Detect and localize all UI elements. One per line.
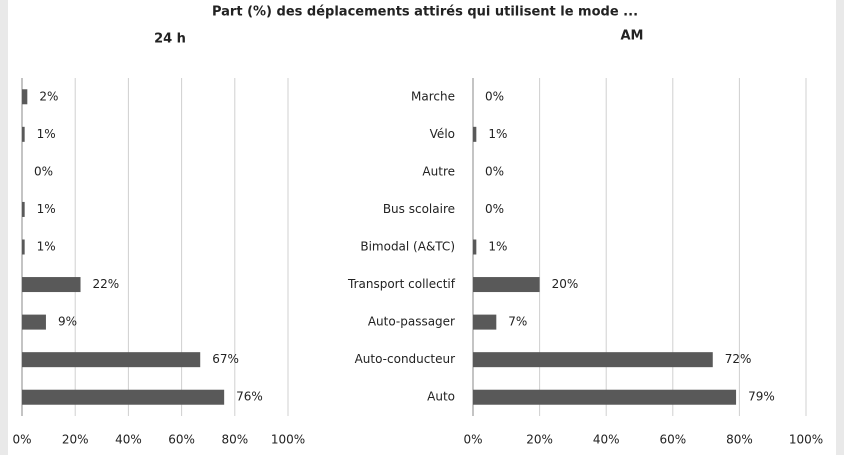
x-tick-label: 0% <box>463 433 482 447</box>
data-label: 2% <box>39 89 58 103</box>
bar <box>22 239 25 255</box>
chart-title: AM <box>621 29 644 44</box>
x-tick-label: 60% <box>168 433 195 447</box>
data-label: 67% <box>212 352 239 366</box>
data-label: 20% <box>552 277 579 291</box>
data-label: 72% <box>725 352 752 366</box>
bar <box>22 126 25 142</box>
data-label: 0% <box>485 202 504 216</box>
data-label: 0% <box>34 164 53 178</box>
panel <box>8 0 836 455</box>
x-tick-label: 60% <box>659 433 686 447</box>
y-tick-label: Auto-conducteur <box>355 352 455 366</box>
x-tick-label: 100% <box>789 433 823 447</box>
data-label: 9% <box>58 315 77 329</box>
y-tick-label: Vélo <box>430 127 455 141</box>
bar <box>473 314 497 330</box>
x-tick-label: 80% <box>221 433 248 447</box>
x-tick-label: 40% <box>115 433 142 447</box>
chart-title: 24 h <box>154 32 186 47</box>
y-tick-label: Transport collectif <box>347 277 456 291</box>
main-title: Part (%) des déplacements attirés qui ut… <box>212 5 638 20</box>
bar <box>22 201 25 217</box>
y-tick-label: Marche <box>411 89 455 103</box>
x-tick-label: 40% <box>593 433 620 447</box>
data-label: 0% <box>485 89 504 103</box>
data-label: 1% <box>37 202 56 216</box>
y-tick-label: Bimodal (A&TC) <box>360 240 455 254</box>
x-tick-label: 0% <box>12 433 31 447</box>
data-label: 7% <box>508 315 527 329</box>
data-label: 0% <box>485 164 504 178</box>
bar <box>22 277 81 293</box>
x-tick-label: 100% <box>271 433 305 447</box>
data-label: 1% <box>37 240 56 254</box>
bar <box>473 277 540 293</box>
data-label: 1% <box>488 240 507 254</box>
data-label: 79% <box>748 390 775 404</box>
data-label: 1% <box>488 127 507 141</box>
y-tick-label: Auto <box>427 390 455 404</box>
bar <box>22 89 28 105</box>
bar <box>22 352 201 368</box>
data-label: 76% <box>236 390 263 404</box>
y-tick-label: Autre <box>422 164 455 178</box>
bar <box>22 389 225 405</box>
bar <box>473 126 477 142</box>
x-tick-label: 20% <box>526 433 553 447</box>
data-label: 1% <box>37 127 56 141</box>
y-tick-label: Bus scolaire <box>383 202 455 216</box>
bar <box>473 352 713 368</box>
data-label: 22% <box>93 277 120 291</box>
x-tick-label: 80% <box>726 433 753 447</box>
bar <box>473 389 737 405</box>
y-tick-label: Auto-passager <box>368 315 455 329</box>
bar <box>22 314 46 330</box>
bar <box>473 239 477 255</box>
x-tick-label: 20% <box>62 433 89 447</box>
